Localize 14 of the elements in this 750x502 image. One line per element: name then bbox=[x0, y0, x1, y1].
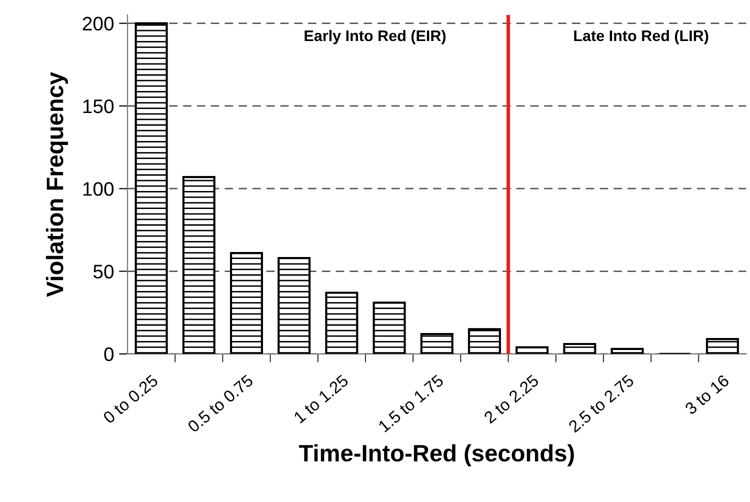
y-tick-label: 200 bbox=[82, 16, 114, 31]
annotation: Late Into Red (LIR) bbox=[574, 30, 708, 44]
y-tick-label: 150 bbox=[83, 99, 114, 114]
x-axis-title: Time-Into-Red (seconds) bbox=[298, 444, 574, 466]
y-axis-title: Violation Frequency bbox=[46, 72, 68, 297]
x-tick-label: 1 to 1.25 bbox=[293, 374, 350, 424]
y-tick-label: 0 bbox=[104, 347, 114, 362]
x-tick-label: 1.5 to 1.75 bbox=[378, 374, 444, 433]
x-tick-label: 0.5 to 0.75 bbox=[186, 374, 254, 433]
x-tick-label: 0 to 0.25 bbox=[102, 374, 159, 424]
y-tick-label: 50 bbox=[93, 264, 114, 278]
y-tick-label: 100 bbox=[83, 182, 114, 196]
x-tick-label: 3 to 16 bbox=[684, 374, 730, 416]
annotation: Early Into Red (EIR) bbox=[304, 30, 446, 44]
